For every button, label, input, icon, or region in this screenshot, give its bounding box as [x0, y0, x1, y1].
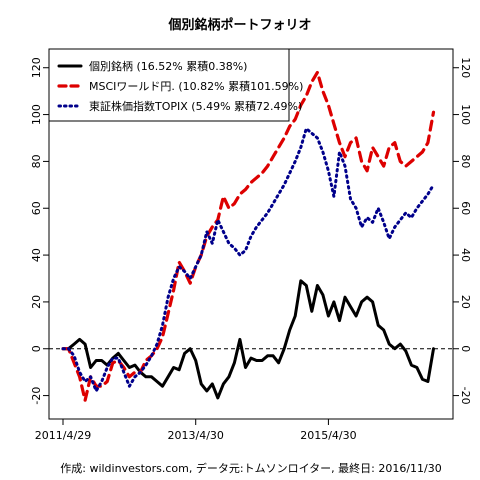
y-tick-label-right: 80 — [459, 154, 472, 168]
chart-title: 個別銘柄ポートフォリオ — [167, 17, 311, 33]
series-line-dotted — [61, 127, 435, 393]
y-tick-label-right: 120 — [459, 57, 472, 78]
series-layer — [61, 70, 436, 402]
x-tick-label: 2013/4/30 — [168, 429, 224, 442]
y-tick-label-left: 100 — [30, 104, 43, 125]
series-line-dashed — [61, 70, 436, 402]
y-tick-label-left: 60 — [30, 201, 43, 215]
y-tick-label-right: 100 — [459, 104, 472, 125]
axis-layer: -20 -20 0 0 20 20 40 40 60 60 80 80 100 100 120 120 2011… — [30, 57, 472, 442]
x-tick-label: 2011/4/29 — [35, 429, 91, 442]
y-tick-label-left: 40 — [30, 248, 43, 262]
legend-label: 東証株価指数TOPIX (5.49% 累積72.49%) — [89, 99, 302, 113]
series-line-solid — [61, 279, 435, 400]
y-tick-label-right: -20 — [459, 387, 472, 405]
legend: 個別銘柄 (16.52% 累積0.38%) MSCIワールド円. (10.82% … — [48, 48, 303, 122]
y-tick-label-left: -20 — [30, 387, 43, 405]
legend-label: 個別銘柄 (16.52% 累積0.38%) — [89, 59, 247, 73]
y-tick-label-right: 60 — [459, 201, 472, 215]
legend-box — [48, 48, 290, 122]
y-tick-label-right: 20 — [459, 295, 472, 309]
y-tick-label-right: 0 — [459, 345, 472, 352]
chart-caption: 作成: wildinvestors.com, データ元:トムソンロイター, 最終… — [60, 461, 441, 475]
y-tick-label-left: 80 — [30, 154, 43, 168]
y-tick-label-left: 20 — [30, 295, 43, 309]
x-tick-label: 2015/4/30 — [300, 429, 356, 442]
legend-label: MSCIワールド円. (10.82% 累積101.59%) — [89, 79, 303, 93]
y-tick-label-right: 40 — [459, 248, 472, 262]
y-tick-label-left: 120 — [30, 57, 43, 78]
y-tick-label-left: 0 — [30, 345, 43, 352]
